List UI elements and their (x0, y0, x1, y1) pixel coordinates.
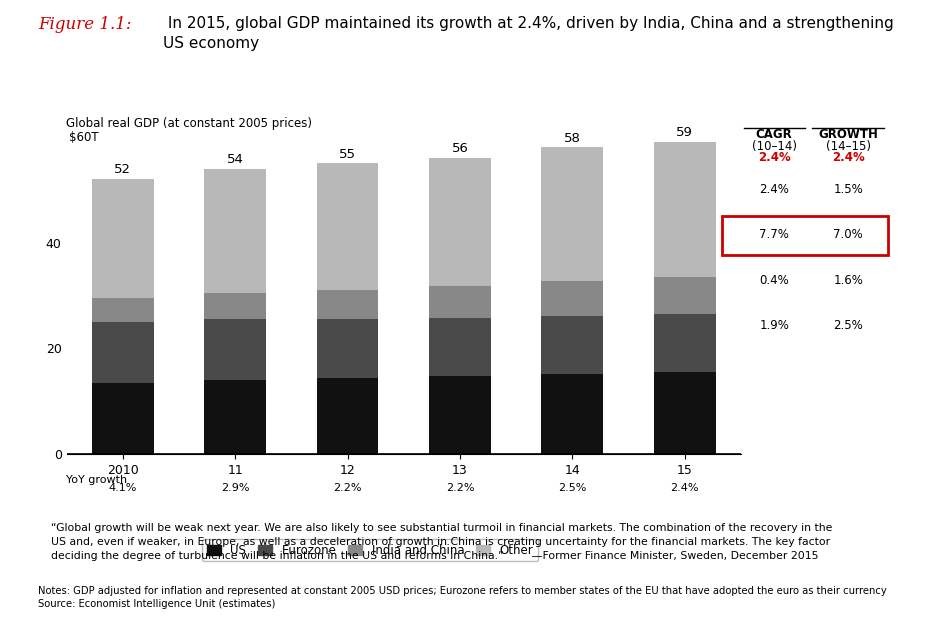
Bar (429, 318, 491, 376)
Text: (10–14): (10–14) (751, 140, 797, 153)
Text: 56: 56 (451, 143, 468, 155)
Text: 2.4%: 2.4% (832, 151, 865, 165)
Text: “Global growth will be weak next year. We are also likely to see substantial tur: “Global growth will be weak next year. W… (51, 522, 832, 562)
Bar (429, 158, 491, 286)
Text: 55: 55 (339, 148, 356, 161)
Bar (316, 319, 378, 377)
Text: Global real GDP (at constant 2005 prices): Global real GDP (at constant 2005 prices… (66, 117, 313, 130)
Text: CAGR: CAGR (756, 128, 792, 141)
Text: GROWTH: GROWTH (818, 128, 879, 141)
Text: 2.2%: 2.2% (446, 483, 474, 493)
Text: $60T: $60T (68, 131, 99, 144)
Bar (204, 380, 266, 454)
Text: 1.9%: 1.9% (759, 319, 789, 332)
Text: 1.6%: 1.6% (833, 274, 864, 286)
Legend: US, Eurozone, India and China, Other: US, Eurozone, India and China, Other (201, 539, 539, 562)
Text: 0.4%: 0.4% (759, 274, 789, 286)
Bar (316, 163, 378, 290)
Text: 2.5%: 2.5% (559, 483, 586, 493)
Text: 7.0%: 7.0% (833, 228, 864, 241)
Text: 2.4%: 2.4% (671, 483, 699, 493)
Text: 2.2%: 2.2% (333, 483, 362, 493)
Bar (92, 383, 154, 454)
Bar (429, 286, 491, 318)
Text: Figure 1.1:: Figure 1.1: (38, 16, 131, 33)
Bar (542, 316, 603, 374)
Text: 2.9%: 2.9% (220, 483, 249, 493)
Text: 59: 59 (676, 126, 694, 139)
Text: Notes: GDP adjusted for inflation and represented at constant 2005 USD prices; E: Notes: GDP adjusted for inflation and re… (38, 586, 886, 609)
Bar (542, 281, 603, 316)
Bar (316, 290, 378, 319)
Text: 2.4%: 2.4% (758, 151, 790, 165)
Bar (204, 319, 266, 380)
Text: 4.1%: 4.1% (108, 483, 137, 493)
Bar (654, 277, 715, 314)
Bar (429, 376, 491, 454)
Text: 2.4%: 2.4% (759, 183, 789, 196)
Bar (654, 372, 715, 454)
Text: 54: 54 (227, 153, 243, 166)
Bar (542, 374, 603, 454)
Text: 1.5%: 1.5% (833, 183, 864, 196)
Bar (654, 314, 715, 372)
Text: In 2015, global GDP maintained its growth at 2.4%, driven by India, China and a : In 2015, global GDP maintained its growt… (163, 16, 894, 50)
Bar (204, 168, 266, 293)
Bar (92, 298, 154, 322)
Text: 58: 58 (564, 132, 580, 144)
Bar (92, 179, 154, 298)
Text: (14–15): (14–15) (826, 140, 871, 153)
Bar (92, 322, 154, 383)
Bar (654, 142, 715, 277)
Text: 52: 52 (114, 163, 131, 177)
Bar (542, 148, 603, 281)
Text: YoY growth: YoY growth (66, 475, 127, 485)
Text: 7.7%: 7.7% (759, 228, 789, 241)
Bar (316, 377, 378, 454)
Bar (204, 293, 266, 319)
Text: 2.5%: 2.5% (833, 319, 864, 332)
